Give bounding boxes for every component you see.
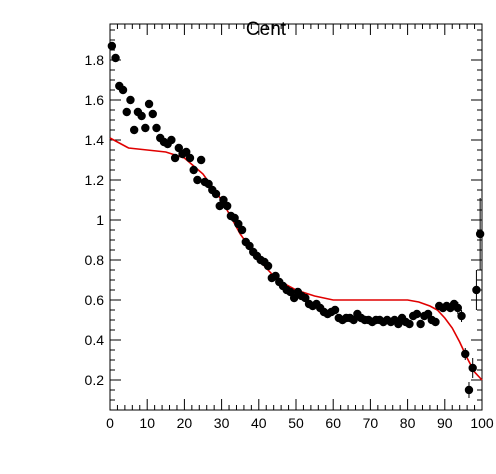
y-tick-label: 0.8 [85, 252, 105, 268]
data-point [122, 107, 131, 117]
data-point [394, 319, 403, 329]
data-point [167, 135, 176, 145]
chart-title: Cent [246, 19, 287, 40]
data-point [461, 349, 470, 359]
data-point [475, 229, 485, 239]
x-tick-label: 40 [251, 415, 267, 431]
data-point [185, 153, 195, 163]
y-tick-label: 0.6 [85, 292, 105, 308]
data-point [405, 319, 414, 329]
data-point [193, 175, 202, 185]
data-point [237, 225, 247, 235]
data-point [289, 293, 299, 303]
data-point [182, 147, 191, 157]
y-tick-label: 1 [96, 212, 104, 228]
data-point [416, 319, 425, 329]
data-point [196, 155, 206, 165]
data-point [330, 305, 340, 315]
data-point [230, 213, 239, 223]
y-tick-label: 1.4 [85, 132, 105, 148]
data-point [137, 111, 146, 121]
data-point [118, 85, 128, 95]
data-point [141, 123, 150, 133]
data-point [263, 261, 273, 271]
data-point [457, 311, 466, 321]
axis-ticks [109, 24, 483, 411]
y-tick-label: 0.2 [85, 372, 105, 388]
x-tick-label: 70 [363, 415, 379, 431]
data-point [148, 109, 157, 119]
data-point [152, 123, 161, 133]
x-tick-label: 30 [214, 415, 230, 431]
x-tick-label: 100 [470, 415, 494, 431]
data-point [412, 309, 422, 319]
axis-tick-labels: 0 10 20 30 40 50 60 70 80 90 100 0.2 0.4 0.6 0.8 1 1.2 1.… [85, 52, 494, 431]
data-point [472, 285, 481, 295]
data-point [126, 95, 135, 105]
data-point [245, 241, 254, 251]
data-point [271, 271, 280, 281]
data-point [453, 303, 463, 313]
x-tick-label: 80 [400, 415, 416, 431]
data-point [423, 309, 433, 319]
data-point [211, 189, 221, 199]
data-point [215, 201, 224, 211]
x-tick-label: 10 [139, 415, 155, 431]
data-point [129, 125, 139, 135]
x-tick-label: 20 [177, 415, 193, 431]
data-point [222, 201, 232, 211]
y-tick-label: 1.2 [85, 172, 105, 188]
data-point [431, 317, 440, 327]
x-tick-label: 60 [325, 415, 341, 431]
data-point [107, 41, 117, 51]
data-point [349, 315, 358, 325]
data-point [234, 219, 243, 229]
data-point [468, 363, 477, 373]
data-point [219, 195, 228, 205]
data-markers [107, 41, 485, 398]
data-point [286, 287, 295, 297]
x-tick-label: 0 [106, 415, 114, 431]
data-point [144, 99, 154, 109]
data-point [170, 153, 180, 163]
data-point [301, 293, 310, 303]
y-tick-label: 1.8 [85, 52, 105, 68]
data-point [111, 53, 120, 63]
y-tick-label: 0.4 [85, 332, 105, 348]
data-point [174, 143, 184, 153]
y-tick-label: 1.6 [85, 92, 105, 108]
x-tick-label: 50 [288, 415, 304, 431]
data-point [189, 165, 198, 175]
x-tick-label: 90 [437, 415, 453, 431]
data-point [464, 385, 474, 395]
data-point [204, 179, 213, 189]
